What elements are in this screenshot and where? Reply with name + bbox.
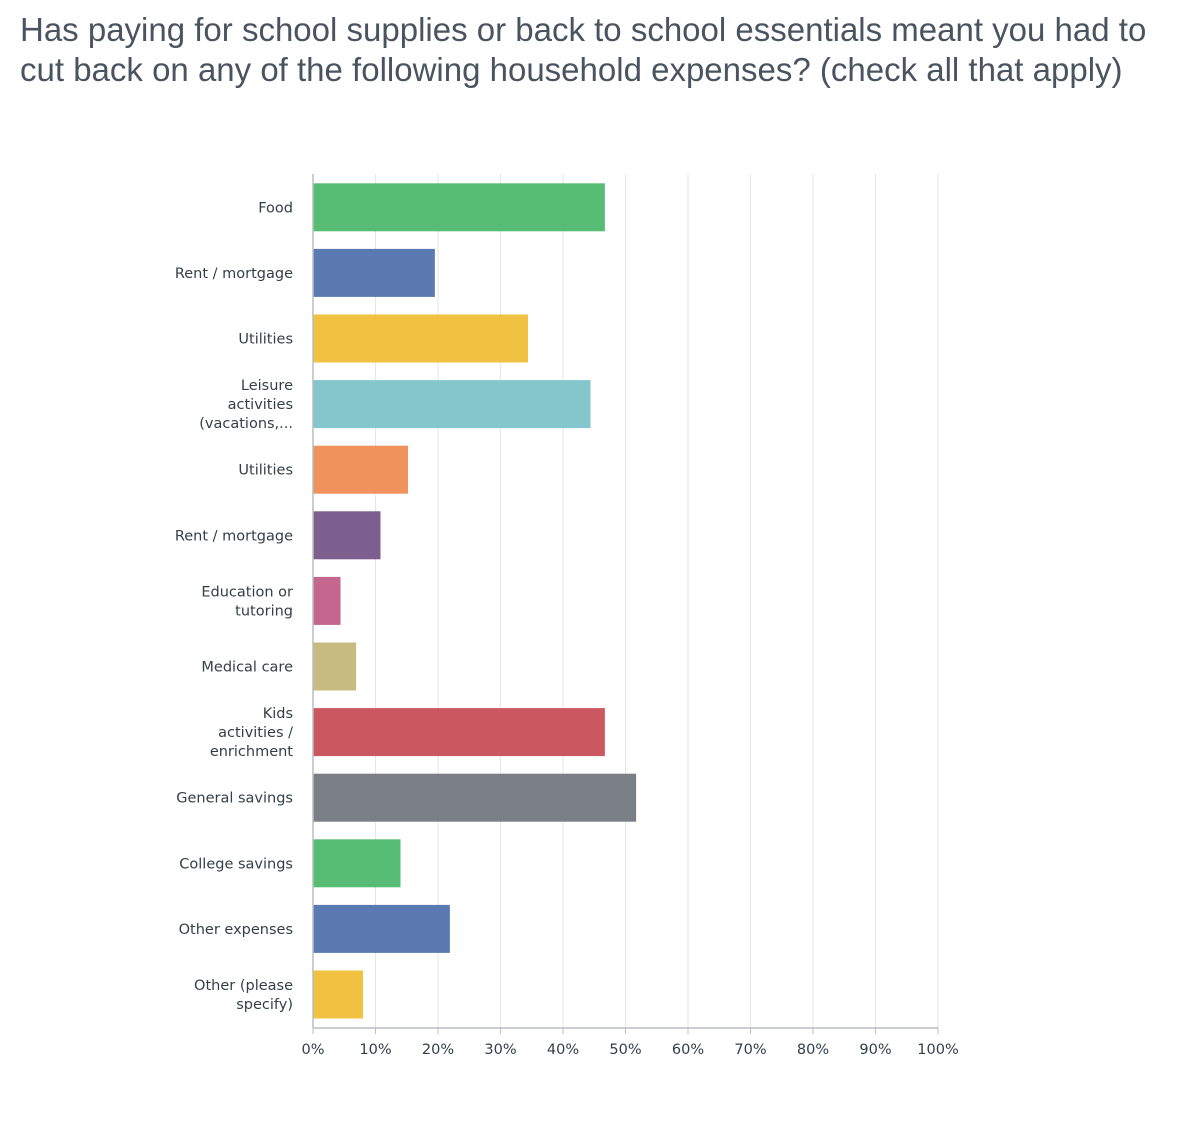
bar: [313, 970, 363, 1019]
x-tick-label: 40%: [547, 1042, 579, 1058]
category-label: Medical care: [201, 660, 293, 676]
bar: [313, 183, 605, 232]
category-labels: Food Rent / mortgage Utilities Leisure activ…: [175, 200, 293, 1013]
x-tick-label: 10%: [359, 1042, 391, 1058]
category-label: Rent / mortgage: [175, 528, 293, 544]
bar: [313, 314, 528, 363]
category-label: Utilities: [238, 332, 293, 348]
x-tick-label: 70%: [734, 1042, 766, 1058]
category-label: General savings: [176, 791, 293, 807]
category-label: Kids activities / enrichment: [210, 706, 293, 760]
x-tick-label: 20%: [422, 1042, 454, 1058]
axes: [312, 174, 939, 1034]
bar: [313, 248, 435, 297]
bar: [313, 576, 341, 625]
gridlines: [375, 174, 939, 1028]
x-tick-label: 30%: [484, 1042, 516, 1058]
x-tick-label: 0%: [301, 1042, 324, 1058]
bar: [313, 839, 401, 888]
x-tick-labels: 0% 10% 20% 30% 40% 50% 60% 70% 80% 90% 100%: [301, 1042, 958, 1058]
x-tick-label: 50%: [609, 1042, 641, 1058]
chart-title: Has paying for school supplies or back t…: [20, 11, 1147, 88]
category-label: Rent / mortgage: [175, 266, 293, 282]
x-tick-label: 100%: [917, 1042, 958, 1058]
category-label: Utilities: [238, 463, 293, 479]
x-tick-label: 90%: [859, 1042, 891, 1058]
bar: [313, 445, 408, 494]
category-label: Leisure activities (vacations,...: [199, 378, 293, 432]
category-label: College savings: [179, 856, 293, 872]
category-label: Food: [258, 200, 293, 216]
bar: [313, 773, 637, 822]
category-label: Other (please specify): [194, 978, 293, 1013]
bar: [313, 511, 381, 560]
category-label: Other expenses: [179, 922, 293, 938]
bar: [313, 642, 357, 691]
x-tick-label: 60%: [672, 1042, 704, 1058]
x-tick-label: 80%: [797, 1042, 829, 1058]
bar: [313, 708, 605, 757]
category-label: Education or tutoring: [201, 584, 293, 619]
bar: [313, 380, 591, 429]
bars: [313, 183, 637, 1019]
bar: [313, 904, 450, 953]
